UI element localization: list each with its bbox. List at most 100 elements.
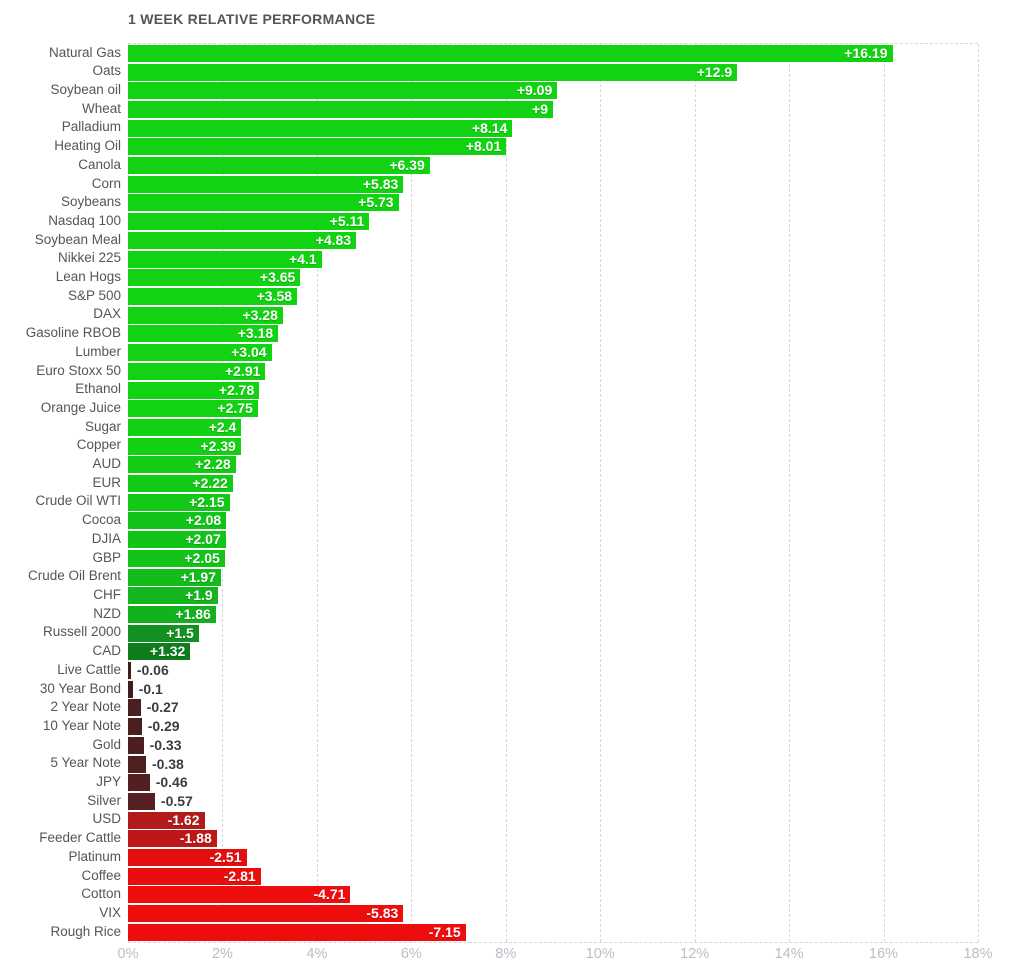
category-label-gbp: GBP: [92, 549, 121, 565]
category-label-soybean-meal: Soybean Meal: [34, 231, 121, 247]
bar-2-year-note[interactable]: [128, 699, 141, 717]
category-label-wheat: Wheat: [81, 100, 121, 116]
bar-corn[interactable]: +5.83: [128, 175, 404, 193]
bar-natural-gas[interactable]: +16.19: [128, 44, 893, 62]
category-label-live-cattle: Live Cattle: [57, 661, 121, 677]
bar-nikkei-225[interactable]: +4.1: [128, 250, 322, 268]
bar-cocoa[interactable]: +2.08: [128, 512, 227, 530]
bar-soybeans[interactable]: +5.73: [128, 194, 399, 212]
chart-row-cocoa: +2.08: [128, 512, 978, 531]
category-label-10-year-note: 10 Year Note: [42, 717, 121, 733]
category-label-soybeans: Soybeans: [60, 194, 121, 210]
category-label-feeder-cattle: Feeder Cattle: [39, 830, 121, 846]
bar-cotton[interactable]: -4.71: [128, 886, 351, 904]
chart-row-heating-oil: +8.01: [128, 138, 978, 157]
chart-row-live-cattle: -0.06: [128, 661, 978, 680]
x-tick-label: 4%: [306, 946, 328, 962]
bar-orange-juice[interactable]: +2.75: [128, 400, 258, 418]
chart-row-usd: -1.62: [128, 811, 978, 830]
bar-dax[interactable]: +3.28: [128, 306, 283, 324]
bar-rough-rice[interactable]: -7.15: [128, 923, 466, 941]
chart-row-sugar: +2.4: [128, 418, 978, 437]
category-label-corn: Corn: [91, 175, 121, 191]
category-label-canola: Canola: [78, 156, 121, 172]
bar-30-year-bond[interactable]: [128, 680, 133, 698]
bar-s-p-500[interactable]: +3.58: [128, 287, 298, 305]
chart-row-s-p-500: +3.58: [128, 287, 978, 306]
bar-chf[interactable]: +1.9: [128, 587, 218, 605]
value-label: +3.28: [242, 306, 278, 323]
bar-silver[interactable]: [128, 792, 155, 810]
bar-soybean-meal[interactable]: +4.83: [128, 231, 357, 249]
value-label: +2.78: [218, 381, 255, 398]
category-label-natural-gas: Natural Gas: [48, 44, 121, 60]
category-label-2-year-note: 2 Year Note: [50, 699, 121, 715]
value-label: +2.08: [185, 512, 222, 529]
chart-row-aud: +2.28: [128, 455, 978, 474]
value-label: -1.88: [179, 830, 212, 847]
bar-copper[interactable]: +2.39: [128, 437, 241, 455]
chart-row-djia: +2.07: [128, 530, 978, 549]
category-label-heating-oil: Heating Oil: [54, 138, 121, 154]
category-label-nzd: NZD: [93, 605, 121, 621]
bar-gbp[interactable]: +2.05: [128, 549, 225, 567]
bar-crude-oil-brent[interactable]: +1.97: [128, 568, 222, 586]
value-label: +3.58: [256, 287, 293, 304]
bar-aud[interactable]: +2.28: [128, 456, 236, 474]
category-label-gasoline-rbob: Gasoline RBOB: [25, 325, 121, 341]
bar-wheat[interactable]: +9: [128, 100, 553, 118]
value-label: +4.1: [288, 250, 317, 267]
bar-oats[interactable]: +12.9: [128, 63, 738, 81]
value-label: +2.75: [217, 400, 253, 417]
value-label: +2.28: [195, 456, 231, 473]
bar-jpy[interactable]: [128, 774, 150, 792]
chart-row-nasdaq-100: +5.11: [128, 212, 978, 231]
category-label-cocoa: Cocoa: [81, 512, 121, 528]
chart-row-wheat: +9: [128, 100, 978, 119]
bar-10-year-note[interactable]: [128, 718, 142, 736]
bar-gold[interactable]: [128, 736, 144, 754]
value-label: -0.27: [146, 699, 179, 716]
bar-gasoline-rbob[interactable]: +3.18: [128, 325, 279, 343]
category-label-nasdaq-100: Nasdaq 100: [48, 212, 121, 228]
bar-usd[interactable]: -1.62: [128, 811, 205, 829]
bar-djia[interactable]: +2.07: [128, 531, 226, 549]
value-label: +9: [532, 100, 548, 117]
bar-ethanol[interactable]: +2.78: [128, 381, 260, 399]
value-label: +4.83: [315, 231, 352, 248]
bar-lumber[interactable]: +3.04: [128, 344, 272, 362]
bar-platinum[interactable]: -2.51: [128, 849, 247, 867]
bar-nzd[interactable]: +1.86: [128, 605, 216, 623]
bar-soybean-oil[interactable]: +9.09: [128, 82, 558, 100]
value-label: +5.83: [362, 175, 399, 192]
bar-feeder-cattle[interactable]: -1.88: [128, 830, 217, 848]
bar-canola[interactable]: +6.39: [128, 157, 430, 175]
category-label-silver: Silver: [87, 792, 121, 808]
category-label-sugar: Sugar: [84, 418, 121, 434]
bar-sugar[interactable]: +2.4: [128, 418, 242, 436]
bar-cad[interactable]: +1.32: [128, 643, 191, 661]
bar-vix[interactable]: -5.83: [128, 905, 404, 923]
chart-labels: Natural Gas Oats Soybean oil Wheat Palladium…: [0, 43, 121, 941]
chart-row-nzd: +1.86: [128, 605, 978, 624]
bar-live-cattle[interactable]: [128, 662, 131, 680]
bar-heating-oil[interactable]: +8.01: [128, 138, 507, 156]
bar-eur[interactable]: +2.22: [128, 475, 233, 493]
value-label: +9.09: [516, 82, 553, 99]
chart-row-coffee: -2.81: [128, 867, 978, 886]
chart-row-chf: +1.9: [128, 586, 978, 605]
bar-coffee[interactable]: -2.81: [128, 867, 261, 885]
bar-russell-2000[interactable]: +1.5: [128, 624, 199, 642]
chart-row-lumber: +3.04: [128, 343, 978, 362]
bar-euro-stoxx-50[interactable]: +2.91: [128, 362, 266, 380]
bar-5-year-note[interactable]: [128, 755, 146, 773]
value-label: -5.83: [366, 905, 399, 922]
category-label-lean-hogs: Lean Hogs: [55, 269, 121, 285]
bar-palladium[interactable]: +8.14: [128, 119, 513, 137]
bar-lean-hogs[interactable]: +3.65: [128, 269, 301, 287]
bar-nasdaq-100[interactable]: +5.11: [128, 213, 370, 231]
value-label: -0.29: [147, 718, 180, 735]
bar-crude-oil-wti[interactable]: +2.15: [128, 493, 230, 511]
chart-row-gasoline-rbob: +3.18: [128, 325, 978, 344]
chart-row-5-year-note: -0.38: [128, 755, 978, 774]
